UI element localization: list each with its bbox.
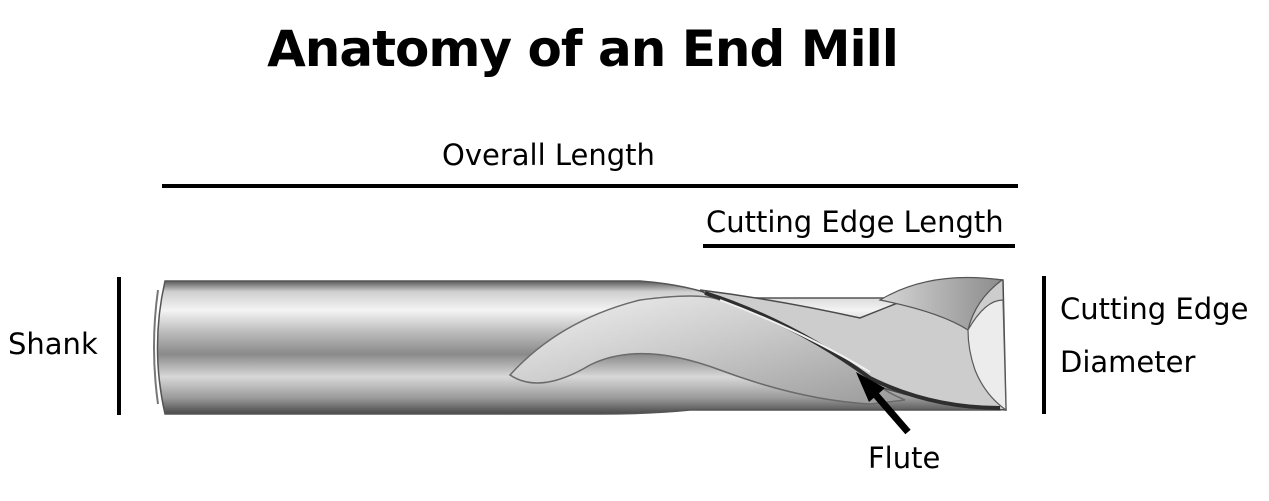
shank-line: [117, 277, 121, 415]
shank-label: Shank: [8, 327, 98, 361]
flute-label: Flute: [868, 441, 941, 475]
cutting-edge-length-label: Cutting Edge Length: [706, 205, 1004, 239]
diameter-line: [1042, 276, 1046, 414]
cutting-edge-label: Cutting Edge: [1060, 292, 1249, 326]
flute-section: [508, 276, 1007, 412]
overall-length-line: [162, 184, 1018, 188]
overall-length-label: Overall Length: [442, 138, 655, 172]
cutting-edge-length-line: [703, 244, 1015, 248]
flute-arrow: [856, 372, 911, 435]
diagram-title: Anatomy of an End Mill: [267, 20, 899, 78]
diameter-label: Diameter: [1060, 345, 1196, 379]
